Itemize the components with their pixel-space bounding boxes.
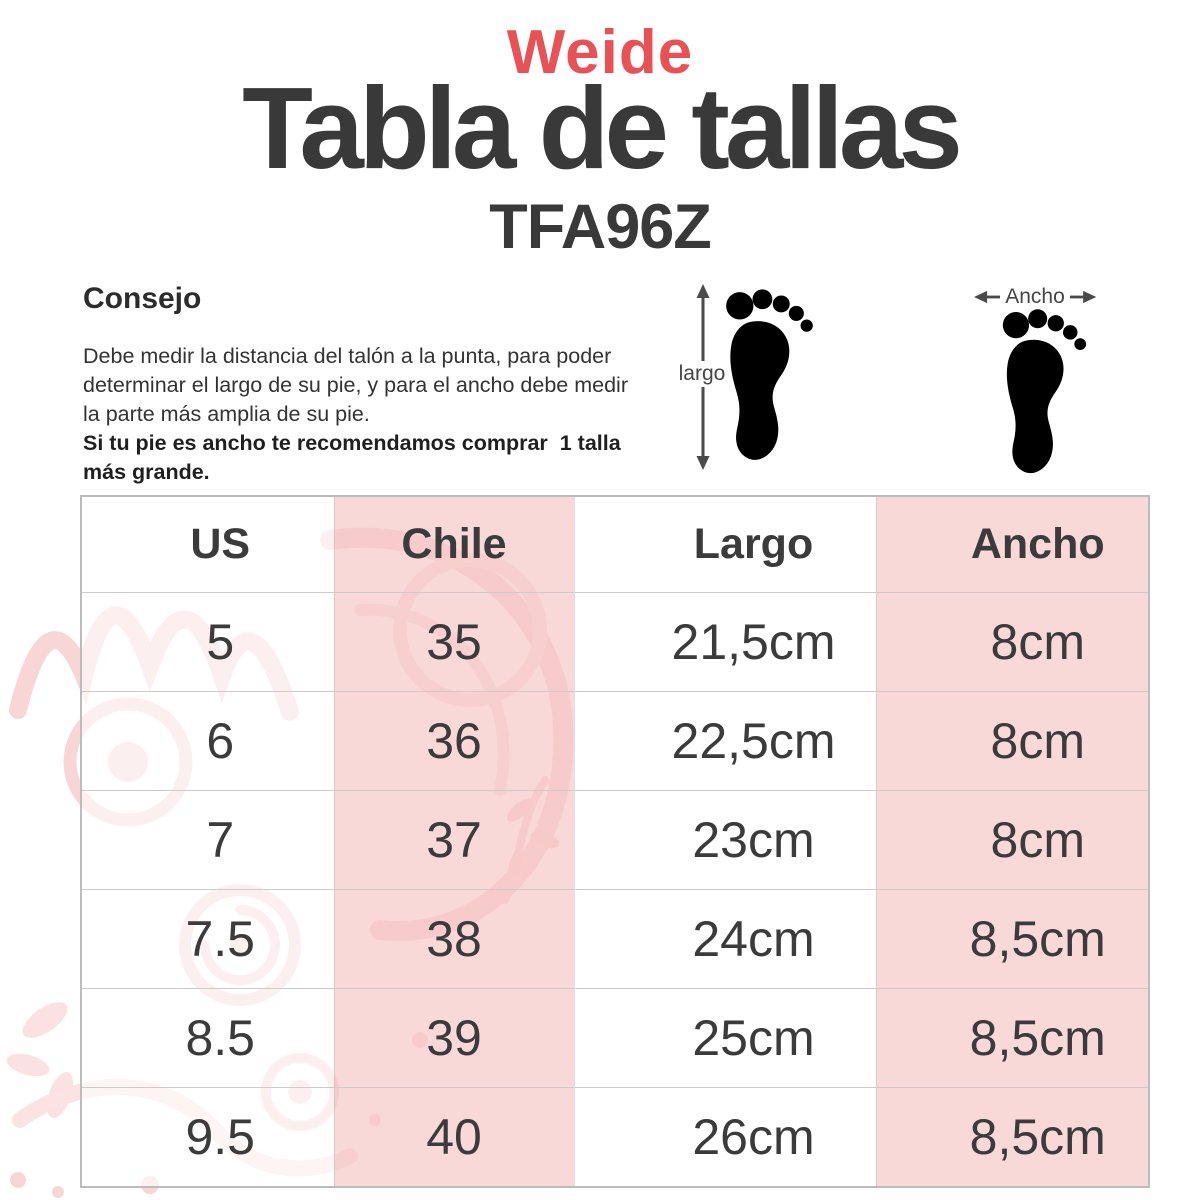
- cell-us: 9.5: [81, 1087, 334, 1187]
- size-table: US Chile Largo Ancho 5 35 21,5cm 8cm 6 3…: [80, 495, 1150, 1188]
- table-row: 7 37 23cm 8cm: [81, 790, 1149, 890]
- advice-line: la parte más amplia de su pie.: [83, 402, 370, 426]
- advice-line: determinar el largo de su pie, y para el…: [83, 373, 628, 397]
- table-row: 5 35 21,5cm 8cm: [81, 592, 1149, 692]
- advice-block: Consejo Debe medir la distancia del taló…: [83, 282, 673, 487]
- cell-ancho: 8,5cm: [875, 988, 1149, 1088]
- cell-us: 8.5: [81, 988, 334, 1088]
- cell-largo: 23cm: [573, 790, 876, 890]
- column-header-us: US: [81, 495, 334, 593]
- cell-ancho: 8,5cm: [875, 889, 1149, 989]
- column-header-ancho: Ancho: [875, 495, 1149, 593]
- width-arrow-right-icon: [1069, 290, 1096, 303]
- table-row: 9.5 40 26cm 8,5cm: [81, 1087, 1149, 1187]
- footprint-icon: [1002, 309, 1087, 474]
- cell-chile: 38: [333, 889, 574, 989]
- cell-ancho: 8cm: [875, 691, 1149, 791]
- page-title: Tabla de tallas: [242, 63, 963, 193]
- footprint-icon: [726, 289, 813, 460]
- cell-chile: 36: [333, 691, 574, 791]
- cell-ancho: 8cm: [875, 592, 1149, 692]
- cell-chile: 39: [333, 988, 574, 1088]
- cell-us: 7.5: [81, 889, 334, 989]
- width-label: Ancho: [1005, 285, 1065, 308]
- cell-us: 5: [81, 592, 334, 692]
- cell-ancho: 8,5cm: [875, 1087, 1149, 1187]
- cell-chile: 40: [333, 1087, 574, 1187]
- width-measure: Ancho: [974, 286, 1096, 307]
- table-row: 7.5 38 24cm 8,5cm: [81, 889, 1149, 989]
- cell-largo: 26cm: [573, 1087, 876, 1187]
- cell-chile: 35: [333, 592, 574, 692]
- cell-us: 6: [81, 691, 334, 791]
- header-row: US Chile Largo Ancho: [81, 495, 1149, 593]
- width-arrow-left-icon: [974, 290, 1001, 303]
- cell-largo: 21,5cm: [573, 592, 876, 692]
- model-code: TFA96Z: [489, 192, 712, 262]
- cell-us: 7: [81, 790, 334, 890]
- advice-line-bold: Si tu pie es ancho te recomendamos compr…: [83, 431, 621, 455]
- advice-heading: Consejo: [83, 282, 202, 315]
- table-row: 6 36 22,5cm 8cm: [81, 691, 1149, 791]
- column-header-chile: Chile: [333, 495, 574, 593]
- brand-logo: Weide: [506, 18, 694, 87]
- cell-largo: 24cm: [573, 889, 876, 989]
- advice-line: Debe medir la distancia del talón a la p…: [83, 344, 612, 368]
- column-header-largo: Largo: [573, 495, 876, 593]
- length-label: largo: [658, 361, 746, 387]
- advice-line-bold: más grande.: [83, 460, 210, 484]
- table-row: 8.5 39 25cm 8,5cm: [81, 988, 1149, 1088]
- cell-chile: 37: [333, 790, 574, 890]
- cell-largo: 22,5cm: [573, 691, 876, 791]
- cell-ancho: 8cm: [875, 790, 1149, 890]
- cell-largo: 25cm: [573, 988, 876, 1088]
